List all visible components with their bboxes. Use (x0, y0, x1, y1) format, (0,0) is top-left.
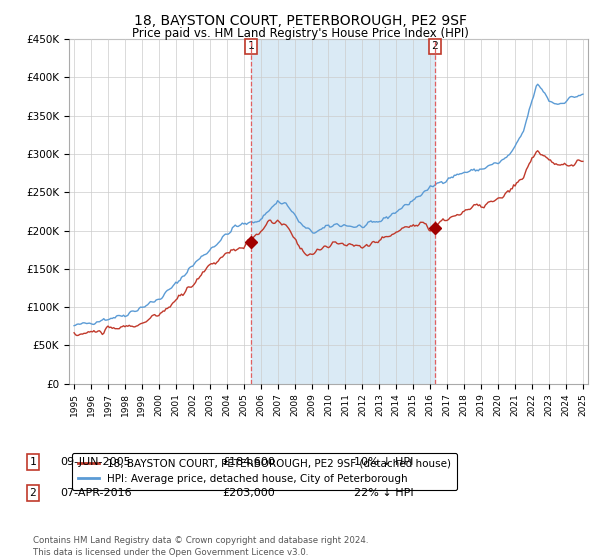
Bar (251, 39, 435, 384)
Text: £203,000: £203,000 (222, 488, 275, 498)
Text: Price paid vs. HM Land Registry's House Price Index (HPI): Price paid vs. HM Land Registry's House … (131, 27, 469, 40)
Text: 18, BAYSTON COURT, PETERBOROUGH, PE2 9SF: 18, BAYSTON COURT, PETERBOROUGH, PE2 9SF (133, 14, 467, 28)
Text: 09-JUN-2005: 09-JUN-2005 (60, 457, 131, 467)
Text: 10% ↓ HPI: 10% ↓ HPI (354, 457, 413, 467)
Text: 07-APR-2016: 07-APR-2016 (60, 488, 131, 498)
Text: 22% ↓ HPI: 22% ↓ HPI (354, 488, 413, 498)
Text: 2: 2 (431, 41, 438, 52)
Text: 2: 2 (29, 488, 37, 498)
Legend: 18, BAYSTON COURT, PETERBOROUGH, PE2 9SF (detached house), HPI: Average price, d: 18, BAYSTON COURT, PETERBOROUGH, PE2 9SF… (71, 452, 457, 490)
Text: £184,600: £184,600 (222, 457, 275, 467)
Text: 1: 1 (248, 41, 254, 52)
Text: 1: 1 (29, 457, 37, 467)
Text: Contains HM Land Registry data © Crown copyright and database right 2024.
This d: Contains HM Land Registry data © Crown c… (33, 536, 368, 557)
